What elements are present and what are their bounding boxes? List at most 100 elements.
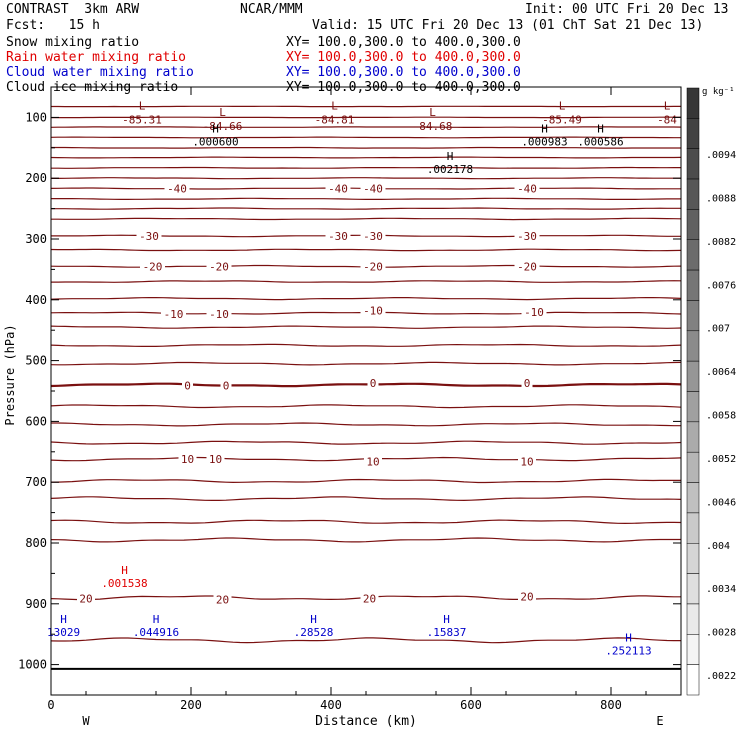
y-tick-label: 600 bbox=[25, 414, 47, 428]
cloud-ice-max-value: .002178 bbox=[427, 163, 473, 176]
isotherm-line bbox=[51, 478, 681, 484]
isotherm-label: -30 bbox=[363, 230, 383, 243]
isotherm-line bbox=[51, 126, 681, 128]
x-tick-label: 600 bbox=[460, 698, 482, 712]
isotherm-label-bg bbox=[364, 455, 382, 468]
colorbar-bin bbox=[686, 360, 700, 392]
isotherm-label-bg bbox=[514, 182, 540, 195]
x-tick-label: 800 bbox=[600, 698, 622, 712]
isotherm-label: -20 bbox=[209, 260, 229, 273]
isotherm-line bbox=[51, 156, 681, 159]
y-tick-label: 300 bbox=[25, 232, 47, 246]
organization-label: NCAR/MMM bbox=[240, 2, 303, 17]
isotherm-label: -40 bbox=[363, 183, 383, 196]
isotherm-label-bg bbox=[360, 592, 379, 605]
isotherm-label-bg bbox=[521, 377, 533, 390]
field-label-rain: Rain water mixing ratio bbox=[6, 50, 187, 65]
x-axis-label: Distance (km) bbox=[315, 714, 417, 729]
model-title: CONTRAST 3km ARW bbox=[6, 2, 140, 17]
isotherm-line bbox=[51, 177, 681, 180]
isotherm-label: 0 bbox=[223, 380, 230, 393]
colorbar-label: .0022 bbox=[706, 671, 736, 682]
forecast-hour: Fcst: 15 h bbox=[6, 18, 100, 33]
isotherm-label-bg bbox=[514, 229, 540, 242]
isotherm-label-bg bbox=[514, 260, 540, 273]
isotherm-line bbox=[51, 280, 681, 283]
isotherm-label-bg bbox=[164, 182, 190, 195]
field-xy-rain: XY= 100.0,300.0 to 400.0,300.0 bbox=[286, 50, 521, 65]
isotherm-line bbox=[51, 537, 681, 543]
colorbar-bin bbox=[686, 391, 700, 423]
temp-min-value: -84 bbox=[657, 113, 677, 126]
y-tick-label: 700 bbox=[25, 475, 47, 489]
east-endpoint: E bbox=[656, 714, 663, 728]
colorbar-bin bbox=[686, 148, 700, 180]
colorbar-bin bbox=[686, 512, 700, 544]
isotherm-line bbox=[51, 297, 681, 301]
isotherm-line bbox=[51, 496, 681, 502]
isotherm-line bbox=[51, 404, 681, 409]
isotherm-label-bg bbox=[182, 379, 193, 392]
colorbar-label: .0046 bbox=[706, 497, 736, 508]
x-tick-label: 200 bbox=[180, 698, 202, 712]
isotherm-label: 0 bbox=[524, 377, 531, 390]
field-label-cloud-water: Cloud water mixing ratio bbox=[6, 65, 194, 80]
isotherm-label: -10 bbox=[524, 306, 544, 319]
cloud-ice-max-value: .000983 bbox=[521, 136, 567, 149]
isotherm-line bbox=[51, 136, 681, 139]
colorbar-label: .0052 bbox=[706, 454, 736, 465]
colorbar-label: .004 bbox=[706, 541, 730, 552]
isotherm-label-bg bbox=[360, 260, 386, 273]
isotherm-label: -30 bbox=[139, 230, 159, 243]
colorbar-bin bbox=[686, 421, 700, 453]
isotherm-label-bg bbox=[325, 229, 351, 242]
temp-min-symbol: L bbox=[331, 99, 338, 112]
colorbar-label: .0088 bbox=[706, 193, 736, 204]
colorbar-bin bbox=[686, 664, 700, 696]
isotherm-label: 20 bbox=[363, 592, 376, 605]
isotherm-label: -10 bbox=[164, 308, 184, 321]
cloud-water-max-value: .044916 bbox=[133, 626, 179, 639]
isotherm-label: -40 bbox=[167, 183, 187, 196]
cloud-water-max-symbol: H bbox=[60, 613, 67, 626]
temp-min-value: -84.66 bbox=[203, 120, 243, 133]
cloud-ice-max-symbol: H bbox=[212, 123, 219, 136]
colorbar-unit: g kg⁻¹ bbox=[702, 87, 735, 97]
init-time: Init: 00 UTC Fri 20 Dec 13 bbox=[525, 2, 729, 17]
cloud-water-max-value: .252113 bbox=[605, 644, 651, 657]
temp-min-symbol: L bbox=[559, 99, 566, 112]
temp-min-symbol: L bbox=[219, 106, 226, 119]
y-tick-label: 800 bbox=[25, 536, 47, 550]
colorbar-bin bbox=[686, 573, 700, 605]
temp-min-value: -85.49 bbox=[542, 113, 582, 126]
temp-min-value: -84.81 bbox=[315, 113, 355, 126]
isotherm-label: -30 bbox=[328, 230, 348, 243]
colorbar-label: .0094 bbox=[706, 150, 736, 161]
colorbar-label: .0028 bbox=[706, 628, 736, 639]
x-tick-label: 0 bbox=[47, 698, 54, 712]
isotherm-label: 20 bbox=[216, 594, 229, 607]
isotherm-label: 10 bbox=[181, 453, 194, 466]
isotherm-line bbox=[51, 382, 681, 388]
colorbar-label: .007 bbox=[706, 324, 730, 335]
isotherm-label-bg bbox=[161, 307, 186, 320]
colorbar-bin bbox=[686, 87, 700, 119]
isotherm-line bbox=[51, 519, 681, 525]
isotherm-line bbox=[51, 325, 681, 329]
colorbar-bin bbox=[686, 330, 700, 362]
cloud-water-max-value: 13029 bbox=[47, 626, 80, 639]
temp-min-symbol: L bbox=[664, 99, 671, 112]
temp-min-symbol: L bbox=[429, 106, 436, 119]
isotherm-line bbox=[51, 207, 681, 210]
colorbar-bin bbox=[686, 634, 700, 665]
isotherm-label-bg bbox=[360, 229, 386, 242]
isotherm-line bbox=[51, 440, 681, 445]
isotherm-line bbox=[51, 637, 681, 644]
isotherm-label: 20 bbox=[520, 591, 533, 604]
isotherm-label-bg bbox=[206, 307, 232, 320]
rain-max-value: .001538 bbox=[101, 577, 147, 590]
isotherm-line bbox=[51, 361, 681, 366]
isotherm-line bbox=[51, 422, 681, 427]
isotherm-label: 10 bbox=[366, 456, 379, 469]
colorbar-label: .0064 bbox=[706, 367, 736, 378]
